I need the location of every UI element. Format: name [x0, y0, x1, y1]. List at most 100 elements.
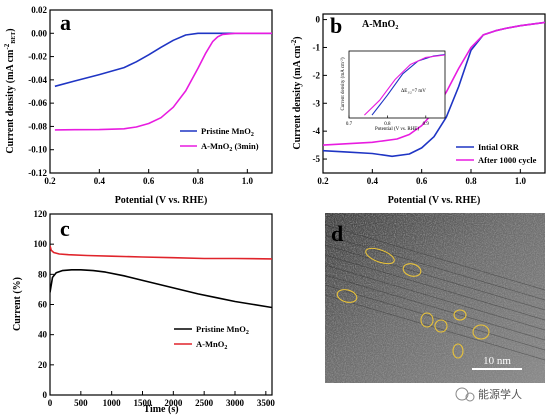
panel-a-ytick-label: -0.10 — [28, 145, 47, 155]
panel-a-xtick-label: 0.2 — [44, 176, 56, 186]
panel-b-ytick-label: -3 — [313, 98, 321, 108]
panel-b-ytick-label: -5 — [313, 154, 321, 164]
panel-d-noise — [325, 213, 545, 383]
panel-c-xtick-label: 3000 — [226, 398, 245, 408]
watermark: 能源学人 — [455, 387, 522, 402]
panel-b-ytick-label: -1 — [313, 42, 321, 52]
panel-a-series-line-0 — [54, 32, 272, 88]
panel-b: 0.2 0.4 0.6 0.8 1.0 0 -1 -2 -3 -4 -5 b A-MnO2 Pote… — [290, 13, 546, 206]
panel-a-ytick-label: -0.12 — [28, 168, 47, 178]
panel-b-xtick-label: 0.2 — [317, 176, 329, 186]
watermark-icon-dot — [465, 392, 475, 402]
panel-b-inset-frame — [348, 50, 446, 119]
panel-c-xlabel: Time (s) — [143, 404, 178, 415]
defect-marker — [452, 343, 464, 359]
panel-a-xtick-label: 0.8 — [192, 176, 204, 186]
panel-c-xtick-label: 2500 — [195, 398, 214, 408]
watermark-icon — [455, 387, 469, 401]
panel-a: 0.2 0.4 0.6 0.8 1.0 0.02 0.00 -0.02 -0.04 -0.06 -0… — [3, 5, 273, 206]
panel-b-legend-label-0: Intial ORR — [478, 142, 520, 152]
panel-b-inset-xtick-label: 0.9 — [423, 122, 430, 127]
panel-b-inset-series-line-1 — [364, 54, 445, 116]
panel-c-ylabel: Current (%) — [12, 277, 23, 331]
panel-b-inset-xtick-label: 0.7 — [346, 122, 353, 127]
panel-c-letter: c — [60, 216, 70, 241]
panel-c-ytick-label: 60 — [38, 300, 48, 310]
watermark-text: 能源学人 — [478, 387, 522, 401]
panel-a-ytick-label: -0.04 — [28, 75, 47, 85]
panel-a-ylabel: Current density (mA cm-2BET) — [3, 28, 17, 153]
panel-c-lines — [50, 245, 272, 309]
defect-marker — [434, 319, 448, 333]
defect-marker — [365, 247, 395, 265]
panel-a-ytick-label: -0.06 — [28, 98, 47, 108]
panel-b-inset-lines — [364, 54, 445, 116]
panel-b-frame — [322, 13, 546, 174]
panel-a-ticks: 0.2 0.4 0.6 0.8 1.0 0.02 0.00 -0.02 -0.04 -0.06 -0… — [28, 5, 253, 186]
panel-c-xtick-label: 3500 — [257, 398, 276, 408]
panel-b-title: A-MnO2 — [362, 19, 398, 31]
panel-c-series-line-1 — [50, 245, 272, 260]
panel-b-inset-ylabel: Current density (mA cm-2) — [340, 57, 347, 110]
defect-marker — [420, 312, 434, 328]
panel-b-ytick-label: 0 — [316, 15, 321, 25]
panel-c-ytick-label: 80 — [38, 269, 48, 279]
panel-a-xtick-label: 0.6 — [143, 176, 155, 186]
panel-b-ytick-label: -2 — [313, 70, 321, 80]
panel-d: d 10 nm — [324, 213, 546, 383]
panel-b-ticks: 0.2 0.4 0.6 0.8 1.0 0 -1 -2 -3 -4 -5 — [313, 15, 527, 186]
panel-a-ytick-label: -0.02 — [28, 52, 47, 62]
panel-c-xtick-label: 500 — [74, 398, 88, 408]
panel-c-xtick-label: 1500 — [134, 398, 153, 408]
panel-b-inset-ticks: 0.7 0.8 0.9 — [346, 115, 430, 127]
panel-b-ytick-label: -4 — [313, 126, 321, 136]
defect-marker — [453, 309, 467, 321]
panel-a-xlabel: Potential (V vs. RHE) — [115, 195, 208, 206]
panel-d-defect-markers — [336, 247, 490, 359]
panel-b-xtick-label: 0.8 — [465, 176, 477, 186]
panel-b-letter: b — [330, 13, 342, 38]
panel-a-legend: Pristine MnO2 A-MnO2 (3min) — [180, 126, 259, 153]
defect-marker — [472, 324, 490, 340]
panel-a-series-line-1 — [54, 32, 272, 131]
panel-c-xtick-label: 2000 — [164, 398, 183, 408]
panel-c-xtick-label: 0 — [48, 398, 53, 408]
panel-b-lines — [323, 21, 545, 158]
panel-a-frame — [49, 9, 273, 174]
panel-c-ytick-label: 100 — [34, 239, 48, 249]
panel-a-lines — [54, 32, 272, 131]
panel-a-legend-label-0: Pristine MnO2 — [201, 126, 254, 138]
panel-b-xtick-label: 1.0 — [515, 176, 527, 186]
panel-b-ylabel: Current density (mA cm-2) — [290, 36, 303, 149]
panel-a-xtick-label: 0.4 — [94, 176, 106, 186]
panel-d-letter: d — [331, 221, 343, 246]
panel-a-ytick-label: -0.08 — [28, 121, 47, 131]
panel-a-ytick-label: 0.00 — [31, 28, 47, 38]
panel-c-ytick-label: 20 — [38, 360, 48, 370]
panel-c-ytick-label: 40 — [38, 330, 48, 340]
panel-a-legend-label-1: A-MnO2 (3min) — [201, 141, 259, 153]
panel-c-legend-label-0: Pristine MnO2 — [196, 324, 249, 336]
panel-c-series-line-0 — [50, 269, 272, 309]
panel-b-inset-xtick-label: 0.8 — [384, 122, 391, 127]
defect-marker — [402, 263, 422, 277]
panel-b-xtick-label: 0.6 — [416, 176, 428, 186]
panel-a-xtick-label: 1.0 — [242, 176, 254, 186]
panel-c: 0 500 1000 1500 2000 2500 3000 3500 0 20 40 60 80 100… — [12, 209, 275, 415]
panel-a-ytick-label: 0.02 — [31, 5, 47, 15]
defect-marker — [336, 289, 358, 303]
panel-b-inset-annotation: ΔE1/2=7 mV — [401, 89, 426, 95]
panel-b-legend: Intial ORR After 1000 cycle — [456, 142, 537, 165]
panel-b-inset-xlabel: Potential (V vs. RHE) — [375, 127, 419, 132]
panel-c-ytick-label: 0 — [43, 390, 48, 400]
panel-c-xtick-label: 1000 — [103, 398, 122, 408]
panel-c-ticks: 0 500 1000 1500 2000 2500 3000 3500 0 20 40 60 80 100… — [34, 209, 276, 408]
panel-b-inset: 0.7 0.8 0.9 ΔE1/2=7 mV Potential (V vs. RH… — [340, 50, 446, 132]
panel-b-xtick-label: 0.4 — [367, 176, 379, 186]
panel-b-xlabel: Potential (V vs. RHE) — [388, 195, 481, 206]
panel-d-scale-label: 10 nm — [483, 355, 511, 367]
panel-b-legend-label-1: After 1000 cycle — [478, 155, 537, 165]
panel-c-legend-label-1: A-MnO2 — [196, 339, 227, 351]
panel-c-legend: Pristine MnO2 A-MnO2 — [174, 324, 249, 351]
